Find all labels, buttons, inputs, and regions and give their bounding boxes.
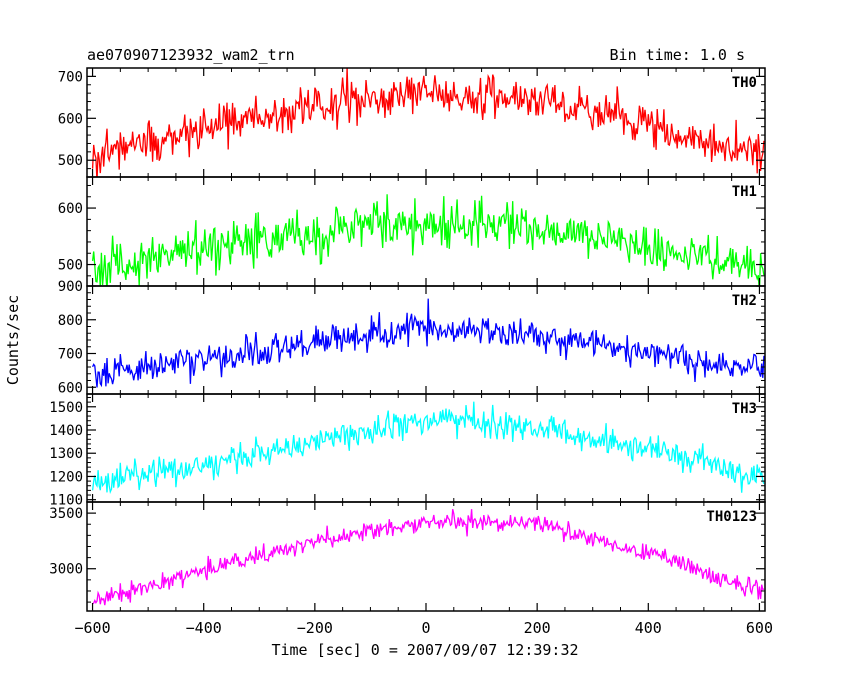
panel-label-th0: TH0 bbox=[732, 75, 757, 91]
y-tick-label: 500 bbox=[58, 153, 83, 169]
panel-stack: 500 600 700 TH0 500 600 TH1 600 700 800 900 TH2 1100… bbox=[49, 67, 773, 637]
series-line-th0123 bbox=[92, 509, 765, 606]
y-tick-label: 700 bbox=[58, 347, 83, 363]
y-tick-label: 500 bbox=[58, 258, 83, 274]
x-tick-label: −400 bbox=[186, 619, 222, 637]
y-axis-label: Counts/sec bbox=[4, 295, 22, 385]
panel-frame bbox=[86, 393, 766, 503]
panel-frame bbox=[86, 285, 766, 395]
y-tick-label: 600 bbox=[58, 201, 83, 217]
x-tick-label: 200 bbox=[524, 619, 551, 637]
panel-th2: 600 700 800 900 TH2 bbox=[58, 279, 766, 396]
y-tick-label: 900 bbox=[58, 279, 83, 295]
panel-label-th1: TH1 bbox=[732, 184, 757, 200]
x-tick-label: 600 bbox=[746, 619, 773, 637]
y-tick-label: 3500 bbox=[49, 506, 83, 522]
x-tick-label: −200 bbox=[297, 619, 333, 637]
series-line-th1 bbox=[91, 194, 765, 286]
y-tick-label: 600 bbox=[58, 380, 83, 396]
y-tick-label: 800 bbox=[58, 313, 83, 329]
series-line-th3 bbox=[91, 401, 765, 495]
panel-th0: 500 600 700 TH0 bbox=[58, 67, 766, 178]
bin-time-label: Bin time: 1.0 s bbox=[610, 46, 745, 64]
panel-th3: 1100 1200 1300 1400 1500 TH3 bbox=[49, 393, 766, 509]
panel-label-th2: TH2 bbox=[732, 293, 757, 309]
x-tick-label: 0 bbox=[421, 619, 430, 637]
panel-th1: 500 600 TH1 bbox=[58, 176, 766, 287]
y-tick-label: 1100 bbox=[49, 493, 83, 509]
y-tick-label: 1300 bbox=[49, 446, 83, 462]
panel-label-th3: TH3 bbox=[732, 401, 757, 417]
x-tick-label: 400 bbox=[635, 619, 662, 637]
series-line-th0 bbox=[91, 68, 765, 177]
y-tick-label: 3000 bbox=[49, 562, 83, 578]
y-tick-label: 1200 bbox=[49, 469, 83, 485]
y-tick-label: 600 bbox=[58, 111, 83, 127]
x-tick-label: −600 bbox=[74, 619, 110, 637]
panel-label-th0123: TH0123 bbox=[706, 509, 757, 525]
y-tick-label: 700 bbox=[58, 69, 83, 85]
y-tick-label: 1500 bbox=[49, 400, 83, 416]
y-tick-label: 1400 bbox=[49, 423, 83, 439]
x-axis-label: Time [sec] 0 = 2007/09/07 12:39:32 bbox=[271, 641, 578, 659]
panel-th0123: 3000 3500 TH0123 bbox=[49, 501, 766, 612]
series-line-th2 bbox=[92, 298, 765, 388]
chart-title: ae070907123932_wam2_trn bbox=[87, 46, 295, 64]
